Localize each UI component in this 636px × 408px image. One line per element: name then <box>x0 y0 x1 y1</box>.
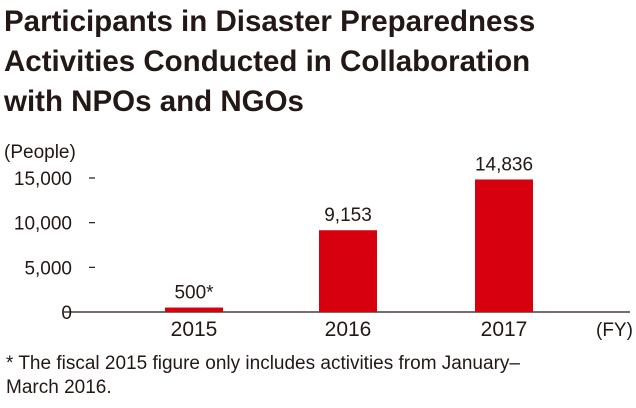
bar-data-label: 9,153 <box>324 205 372 226</box>
x-axis-ticks: 2015 2016 2017 <box>171 318 528 341</box>
x-tick-label: 2015 <box>171 318 218 341</box>
chart-title: Participants in Disaster Preparedness Ac… <box>4 2 632 122</box>
x-axis-label: (FY) <box>596 320 633 341</box>
footnote: * The fiscal 2015 figure only includes a… <box>6 352 630 400</box>
bar-data-label: 14,836 <box>475 154 533 175</box>
x-tick-label: 2016 <box>325 318 372 341</box>
y-axis-label: (People) <box>4 142 76 163</box>
chart-title-line: Activities Conducted in Collaboration <box>4 45 531 78</box>
bar <box>475 179 533 312</box>
bar <box>165 307 223 312</box>
bar-data-label: 500* <box>174 283 214 304</box>
y-axis-ticks: 0 5,000 10,000 15,000 <box>14 169 95 324</box>
bars: 500* 9,153 14,836 <box>165 154 533 312</box>
footnote-line: March 2016. <box>6 377 112 398</box>
y-tick-label: 10,000 <box>14 214 72 235</box>
chart-title-line: with NPOs and NGOs <box>4 85 304 118</box>
x-tick-label: 2017 <box>481 318 528 341</box>
chart-title-line: Participants in Disaster Preparedness <box>4 5 536 38</box>
bar <box>319 230 377 312</box>
y-tick-label: 5,000 <box>24 258 72 279</box>
y-tick-label: 0 <box>61 303 72 324</box>
footnote-line: * The fiscal 2015 figure only includes a… <box>6 353 520 374</box>
y-tick-label: 15,000 <box>14 169 72 190</box>
bar-chart: (People) 0 5,000 10,000 15,000 500* 9,153 14,… <box>4 142 633 341</box>
